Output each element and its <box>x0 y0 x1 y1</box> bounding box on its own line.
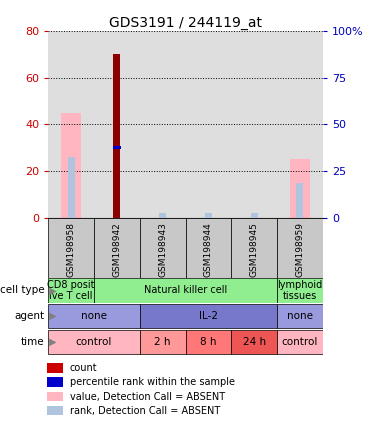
Bar <box>290 159 310 218</box>
Bar <box>277 278 323 303</box>
Bar <box>47 392 62 401</box>
Text: ▶: ▶ <box>46 285 57 295</box>
Text: value, Detection Call = ABSENT: value, Detection Call = ABSENT <box>70 392 225 401</box>
Bar <box>251 213 257 218</box>
Bar <box>231 31 277 218</box>
Text: count: count <box>70 363 97 373</box>
Text: none: none <box>287 311 313 321</box>
Bar <box>277 218 323 278</box>
Bar <box>205 213 212 218</box>
Bar <box>48 278 94 303</box>
Bar <box>48 304 140 329</box>
Text: GSM198944: GSM198944 <box>204 222 213 277</box>
Text: 2 h: 2 h <box>154 337 171 347</box>
Bar <box>48 329 140 354</box>
Bar <box>48 31 94 218</box>
Bar <box>47 363 62 373</box>
Bar <box>140 329 186 354</box>
Text: GSM198958: GSM198958 <box>67 222 76 278</box>
Bar <box>94 31 140 218</box>
Text: CD8 posit
ive T cell: CD8 posit ive T cell <box>47 280 95 301</box>
Bar <box>186 31 231 218</box>
Bar <box>277 329 323 354</box>
Text: Natural killer cell: Natural killer cell <box>144 285 227 295</box>
Text: IL-2: IL-2 <box>199 311 218 321</box>
Bar <box>140 218 186 278</box>
Text: GSM198942: GSM198942 <box>112 222 121 277</box>
Text: ▶: ▶ <box>46 311 57 321</box>
Text: lymphoid
tissues: lymphoid tissues <box>277 280 322 301</box>
Text: agent: agent <box>14 311 45 321</box>
Text: ▶: ▶ <box>46 337 57 347</box>
Bar <box>277 31 323 218</box>
Bar <box>231 329 277 354</box>
Text: GSM198943: GSM198943 <box>158 222 167 277</box>
Bar <box>277 304 323 329</box>
Bar <box>140 31 186 218</box>
Bar <box>47 406 62 416</box>
Text: 24 h: 24 h <box>243 337 266 347</box>
Bar <box>48 218 94 278</box>
Bar <box>114 55 120 218</box>
Bar <box>61 113 81 218</box>
Bar <box>186 218 231 278</box>
Bar <box>68 157 75 218</box>
Text: rank, Detection Call = ABSENT: rank, Detection Call = ABSENT <box>70 406 220 416</box>
Text: none: none <box>81 311 107 321</box>
Text: cell type: cell type <box>0 285 45 295</box>
Text: GSM198945: GSM198945 <box>250 222 259 277</box>
Bar <box>296 182 303 218</box>
Text: percentile rank within the sample: percentile rank within the sample <box>70 377 235 387</box>
Text: 8 h: 8 h <box>200 337 217 347</box>
Bar <box>186 329 231 354</box>
Bar <box>159 213 166 218</box>
Text: control: control <box>282 337 318 347</box>
Bar <box>94 218 140 278</box>
Title: GDS3191 / 244119_at: GDS3191 / 244119_at <box>109 16 262 30</box>
Text: control: control <box>76 337 112 347</box>
Bar <box>113 146 121 149</box>
Bar <box>140 304 277 329</box>
Text: time: time <box>21 337 45 347</box>
Bar <box>94 278 277 303</box>
Text: GSM198959: GSM198959 <box>295 222 304 278</box>
Bar <box>231 218 277 278</box>
Bar <box>47 377 62 387</box>
